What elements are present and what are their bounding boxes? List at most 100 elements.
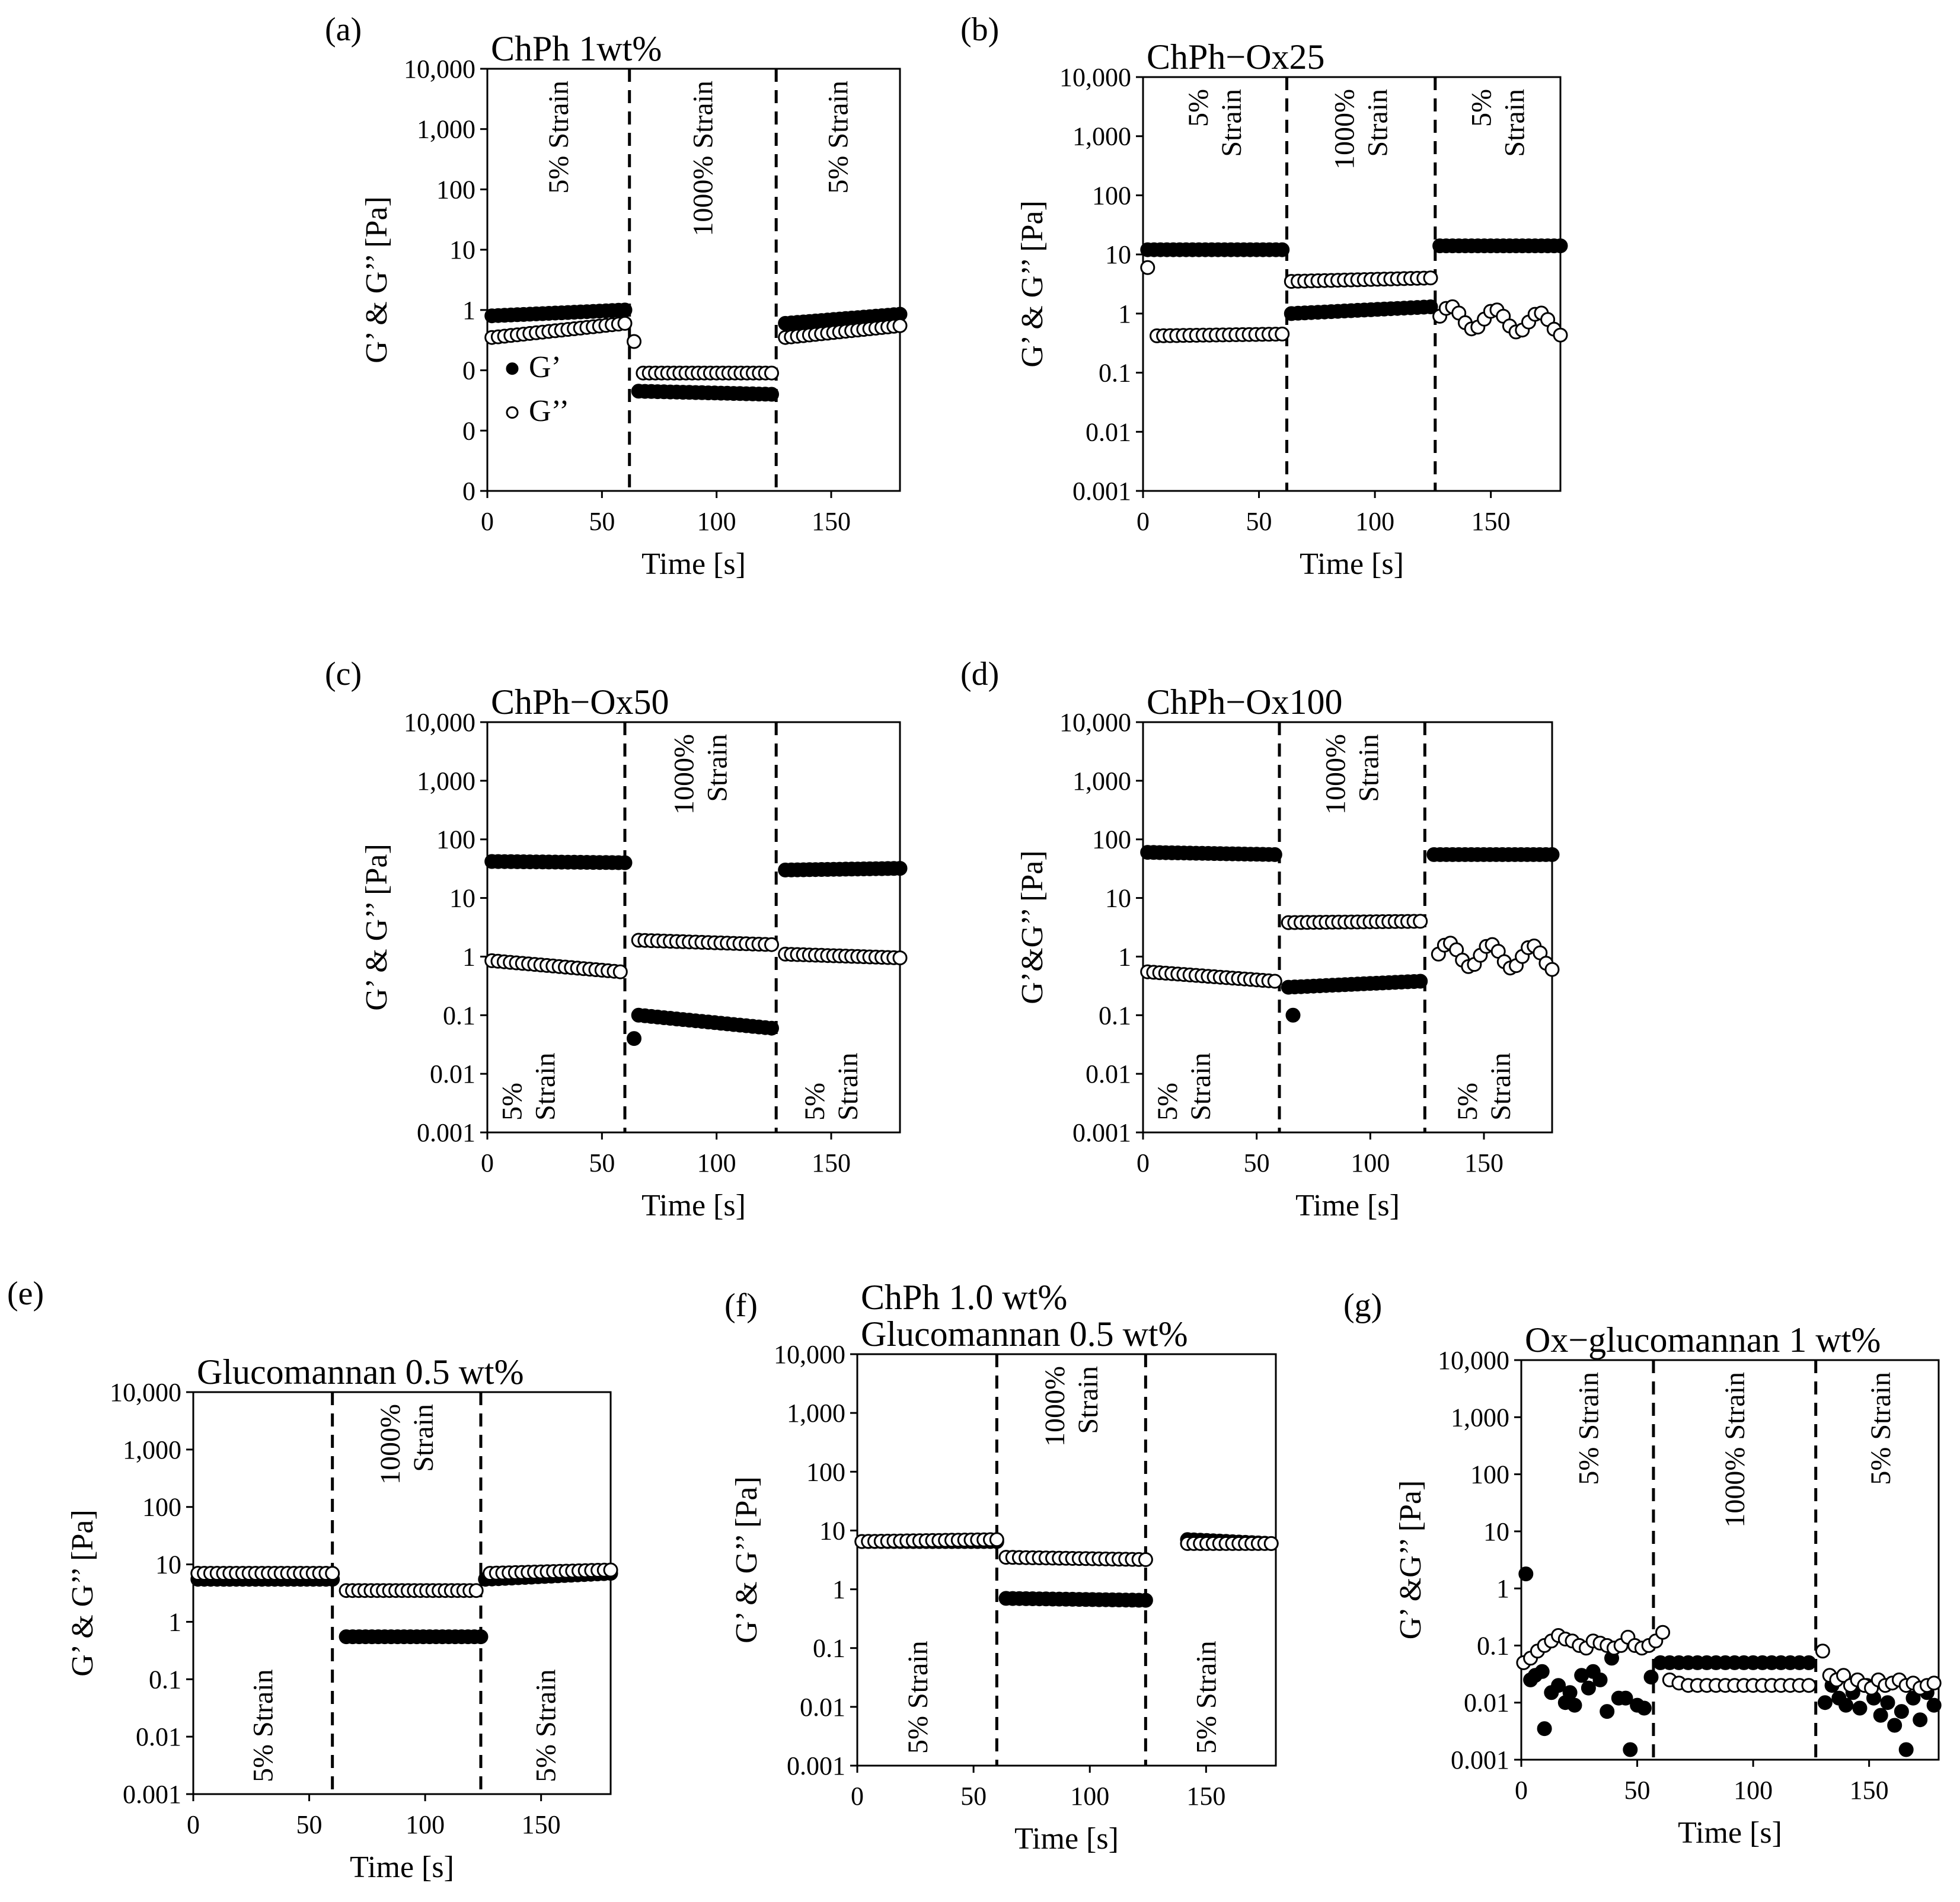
- y-tick-label: 0.01: [1086, 417, 1131, 446]
- g-prime-point: [1537, 1721, 1552, 1737]
- chart-panel-b: (b) ChPh−Ox25 0.001 0.01 0.1 1 10 100 1,000 10,00…: [960, 11, 1568, 581]
- strain-region-label: Strain: [1354, 734, 1385, 802]
- plot-area: [486, 721, 901, 1134]
- y-tick-label: 0.001: [787, 1751, 845, 1780]
- strain-region-label: 5% Strain: [823, 81, 854, 194]
- g-prime-point: [1592, 1672, 1608, 1687]
- x-tick-label: 0: [187, 1810, 200, 1839]
- x-tick-label: 50: [1624, 1776, 1651, 1805]
- strain-region-label: 5%: [1466, 89, 1497, 127]
- g-double-prime-point: [1801, 1678, 1817, 1693]
- y-axis-label: G’ & G’’ [Pa]: [1016, 200, 1049, 368]
- y-tick-label: 100: [1092, 181, 1131, 210]
- y-tick-label: 1: [1496, 1574, 1509, 1603]
- g-double-prime-point: [1140, 260, 1155, 275]
- chart-title: ChPh−Ox50: [491, 682, 669, 722]
- g-double-prime-point: [1413, 914, 1428, 929]
- g-prime-point: [1887, 1718, 1902, 1733]
- g-prime-point: [764, 1020, 779, 1036]
- strain-region-label: Strain: [408, 1404, 439, 1472]
- strain-region-label: 1000%: [1320, 734, 1352, 815]
- g-prime-point: [1551, 1678, 1566, 1693]
- strain-region-label: 5%: [1183, 89, 1214, 127]
- g-prime-point: [1926, 1697, 1942, 1713]
- y-tick-label: 10: [155, 1550, 181, 1579]
- g-prime-point: [1581, 1680, 1596, 1696]
- chart-panel-d: (d) ChPh−Ox100 0.001 0.01 0.1 1 10 100 1,000 10,0…: [960, 656, 1560, 1223]
- strain-region-label: Strain: [530, 1052, 561, 1121]
- g-prime-point: [1643, 1670, 1659, 1685]
- series-g-double-prime: [854, 1532, 1279, 1567]
- g-prime-point: [1838, 1697, 1854, 1713]
- g-prime-point: [1285, 1007, 1301, 1023]
- y-tick-label: 1,000: [123, 1435, 181, 1464]
- y-tick-label: 1,000: [787, 1399, 845, 1428]
- chart-title: ChPh−Ox25: [1147, 37, 1325, 76]
- strain-region-label: 5% Strain: [902, 1641, 934, 1754]
- chart-title: ChPh 1wt%: [491, 29, 662, 68]
- g-double-prime-point: [468, 1583, 484, 1598]
- series-g-prime: [484, 854, 908, 1046]
- y-tick-label: 1: [1118, 299, 1131, 328]
- y-tick-label: 0: [462, 416, 475, 445]
- g-prime-point: [473, 1629, 489, 1645]
- y-tick-label: 10,000: [1438, 1346, 1509, 1375]
- y-tick-label: 1: [462, 942, 475, 971]
- chart-title: Glucomannan 0.5 wt%: [197, 1352, 524, 1392]
- y-tick-label: 0.01: [136, 1722, 181, 1751]
- g-prime-point: [1873, 1708, 1888, 1723]
- y-tick-label: 100: [1092, 825, 1131, 854]
- strain-region-label: 1000% Strain: [687, 81, 719, 237]
- series-g-double-prime: [190, 1562, 618, 1598]
- y-tick-label: 100: [806, 1457, 845, 1486]
- strain-region-label: 5%: [799, 1083, 831, 1121]
- g-double-prime-point: [1138, 1552, 1153, 1567]
- y-tick-label: 1,000: [1451, 1403, 1509, 1432]
- x-tick-label: 0: [1137, 1148, 1150, 1177]
- g-prime-point: [1275, 242, 1290, 257]
- g-prime-point: [1905, 1690, 1921, 1706]
- y-tick-label: 10: [1483, 1517, 1509, 1546]
- strain-region-label: Strain: [1072, 1366, 1104, 1434]
- y-tick-label: 100: [436, 825, 475, 854]
- y-tick-label: 0.01: [1464, 1689, 1509, 1718]
- g-prime-point: [892, 861, 908, 876]
- x-tick-label: 150: [1186, 1782, 1225, 1811]
- g-prime-point: [1817, 1695, 1833, 1710]
- g-double-prime-point: [325, 1566, 340, 1581]
- y-tick-label: 10,000: [1059, 708, 1131, 737]
- y-tick-label: 0.001: [123, 1780, 181, 1809]
- g-prime-point: [1852, 1700, 1868, 1716]
- g-prime-point: [1518, 1566, 1534, 1582]
- strain-region-label: Strain: [832, 1052, 864, 1121]
- y-axis-label: G’ & G’’ [Pa]: [360, 196, 394, 363]
- panel-label: (e): [7, 1275, 44, 1312]
- chart-panel-e: (e) Glucomannan 0.5 wt% 0.001 0.01 0.1 1 10 100…: [7, 1275, 618, 1884]
- legend: G’ G’’: [506, 350, 569, 428]
- g-double-prime-point: [1815, 1643, 1830, 1659]
- y-tick-label: 1,000: [417, 767, 475, 796]
- g-prime-point: [1413, 974, 1428, 989]
- strain-region-label: 1000% Strain: [1719, 1372, 1751, 1528]
- g-prime-point: [617, 855, 633, 870]
- y-tick-label: 10,000: [110, 1378, 181, 1407]
- strain-region-label: Strain: [1185, 1052, 1217, 1121]
- y-tick-label: 0.001: [417, 1118, 475, 1147]
- plot-area: [192, 1391, 612, 1795]
- strain-region-label: 5% Strain: [530, 1669, 561, 1782]
- g-prime-point: [627, 1031, 641, 1046]
- panel-label: (b): [960, 11, 999, 48]
- g-prime-point: [1534, 1664, 1550, 1679]
- g-prime-point: [1600, 1704, 1615, 1719]
- x-tick-label: 0: [1515, 1776, 1528, 1805]
- y-tick-label: 1: [462, 296, 475, 325]
- g-prime-point: [1267, 847, 1282, 862]
- strain-region-label: 5%: [1452, 1083, 1483, 1121]
- y-tick-label: 100: [1470, 1460, 1509, 1489]
- g-double-prime-point: [764, 937, 779, 952]
- plot-area: [1142, 76, 1562, 492]
- x-tick-label: 50: [1246, 507, 1272, 536]
